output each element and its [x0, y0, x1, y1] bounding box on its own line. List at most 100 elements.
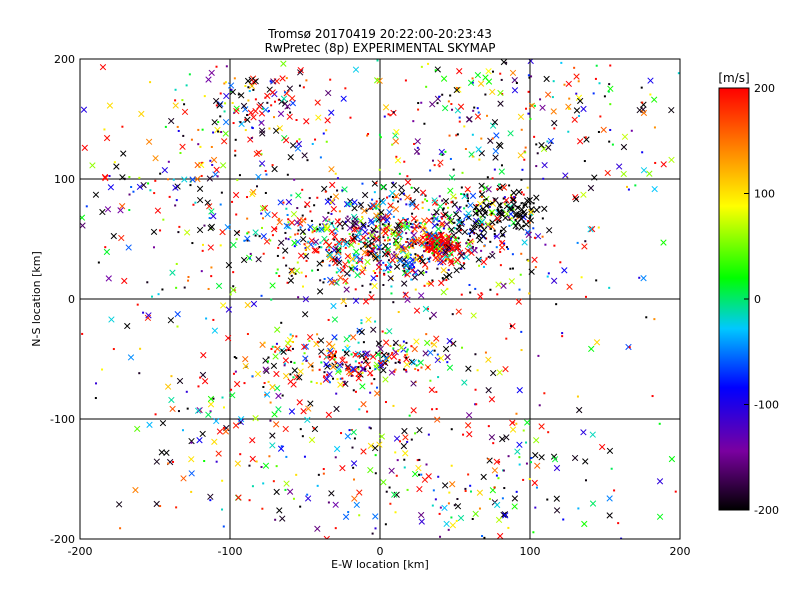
data-point-cross — [424, 339, 431, 347]
data-point-dot — [376, 275, 379, 278]
data-point-cross — [279, 75, 286, 82]
data-point-dot — [182, 134, 185, 137]
data-point-dot — [164, 125, 167, 128]
data-point-cross — [588, 225, 596, 233]
data-point-dot — [392, 181, 395, 184]
data-point-cross — [353, 248, 360, 255]
data-point-dot — [425, 463, 428, 466]
data-point-cross — [390, 353, 398, 360]
data-point-dot — [414, 220, 417, 223]
data-point-dot — [471, 245, 474, 248]
data-point-cross — [336, 240, 343, 248]
data-point-cross — [307, 223, 314, 231]
data-point-dot — [358, 355, 361, 358]
data-point-dot — [334, 361, 337, 364]
data-point-dot — [323, 375, 326, 378]
data-point-dot — [300, 271, 303, 274]
data-point-cross — [244, 301, 251, 309]
data-point-cross — [372, 255, 379, 262]
data-point-dot — [223, 82, 226, 85]
data-point-dot — [415, 254, 418, 257]
data-point-cross — [440, 267, 447, 274]
data-point-cross — [572, 195, 580, 203]
data-point-cross — [269, 89, 276, 96]
data-point-dot — [393, 231, 396, 234]
data-point-cross — [457, 514, 465, 522]
data-point-cross — [410, 359, 417, 366]
data-point-dot — [351, 446, 354, 449]
data-point-cross — [402, 450, 409, 457]
data-point-dot — [316, 484, 319, 487]
data-point-dot — [439, 231, 442, 234]
data-point-dot — [255, 460, 258, 463]
data-point-cross — [252, 78, 259, 85]
data-point-dot — [187, 275, 190, 278]
data-point-dot — [159, 505, 162, 508]
data-point-dot — [523, 158, 526, 161]
data-point-dot — [357, 341, 360, 344]
data-point-dot — [349, 116, 352, 119]
data-point-cross — [416, 485, 423, 493]
data-point-cross — [455, 241, 462, 248]
data-point-dot — [498, 204, 501, 207]
data-point-cross — [276, 507, 283, 514]
data-point-cross — [322, 215, 329, 223]
data-point-dot — [400, 237, 403, 240]
data-point-cross — [455, 227, 462, 234]
data-point-dot — [179, 152, 182, 155]
data-point-cross — [491, 467, 499, 474]
data-point-dot — [524, 146, 527, 149]
data-point-cross — [168, 396, 175, 404]
data-point-dot — [352, 254, 355, 257]
data-point-dot — [567, 107, 570, 110]
data-point-dot — [520, 202, 523, 205]
data-point-cross — [372, 203, 380, 210]
data-point-dot — [200, 174, 203, 177]
data-point-cross — [262, 106, 269, 114]
data-point-dot — [260, 212, 263, 215]
data-point-dot — [389, 502, 392, 505]
data-point-dot — [508, 224, 511, 227]
data-point-dot — [378, 168, 381, 171]
data-point-cross — [582, 458, 589, 465]
data-point-cross — [442, 345, 450, 353]
data-point-dot — [379, 136, 382, 139]
data-point-dot — [232, 122, 235, 125]
data-point-dot — [325, 140, 328, 143]
data-point-cross — [282, 137, 290, 144]
data-point-cross — [316, 260, 323, 267]
data-point-cross — [515, 298, 522, 305]
data-point-dot — [535, 486, 538, 489]
data-point-cross — [528, 102, 536, 109]
data-point-dot — [420, 65, 423, 68]
data-point-cross — [344, 363, 352, 370]
data-point-dot — [405, 341, 408, 344]
data-point-cross — [99, 208, 106, 216]
data-point-cross — [362, 228, 369, 236]
data-point-dot — [289, 373, 292, 376]
data-point-dot — [499, 220, 502, 223]
data-point-dot — [356, 330, 359, 333]
data-point-cross — [431, 341, 438, 348]
data-point-cross — [264, 211, 271, 218]
data-point-cross — [440, 258, 447, 266]
data-point-cross — [464, 422, 472, 429]
data-point-cross — [495, 516, 503, 524]
data-point-cross — [463, 213, 470, 220]
data-point-cross — [379, 214, 387, 221]
data-point-cross — [364, 350, 371, 357]
data-point-cross — [453, 267, 460, 274]
data-point-dot — [453, 504, 456, 507]
data-point-cross — [317, 337, 325, 344]
data-point-cross — [448, 174, 456, 181]
data-point-dot — [393, 251, 396, 254]
data-point-dot — [464, 147, 467, 150]
data-point-cross — [492, 148, 499, 155]
data-point-dot — [426, 366, 429, 369]
data-point-cross — [169, 269, 176, 276]
data-point-cross — [485, 186, 492, 193]
data-point-dot — [427, 258, 430, 261]
data-point-dot — [420, 193, 423, 196]
data-point-dot — [599, 115, 602, 118]
data-point-cross — [339, 357, 346, 364]
